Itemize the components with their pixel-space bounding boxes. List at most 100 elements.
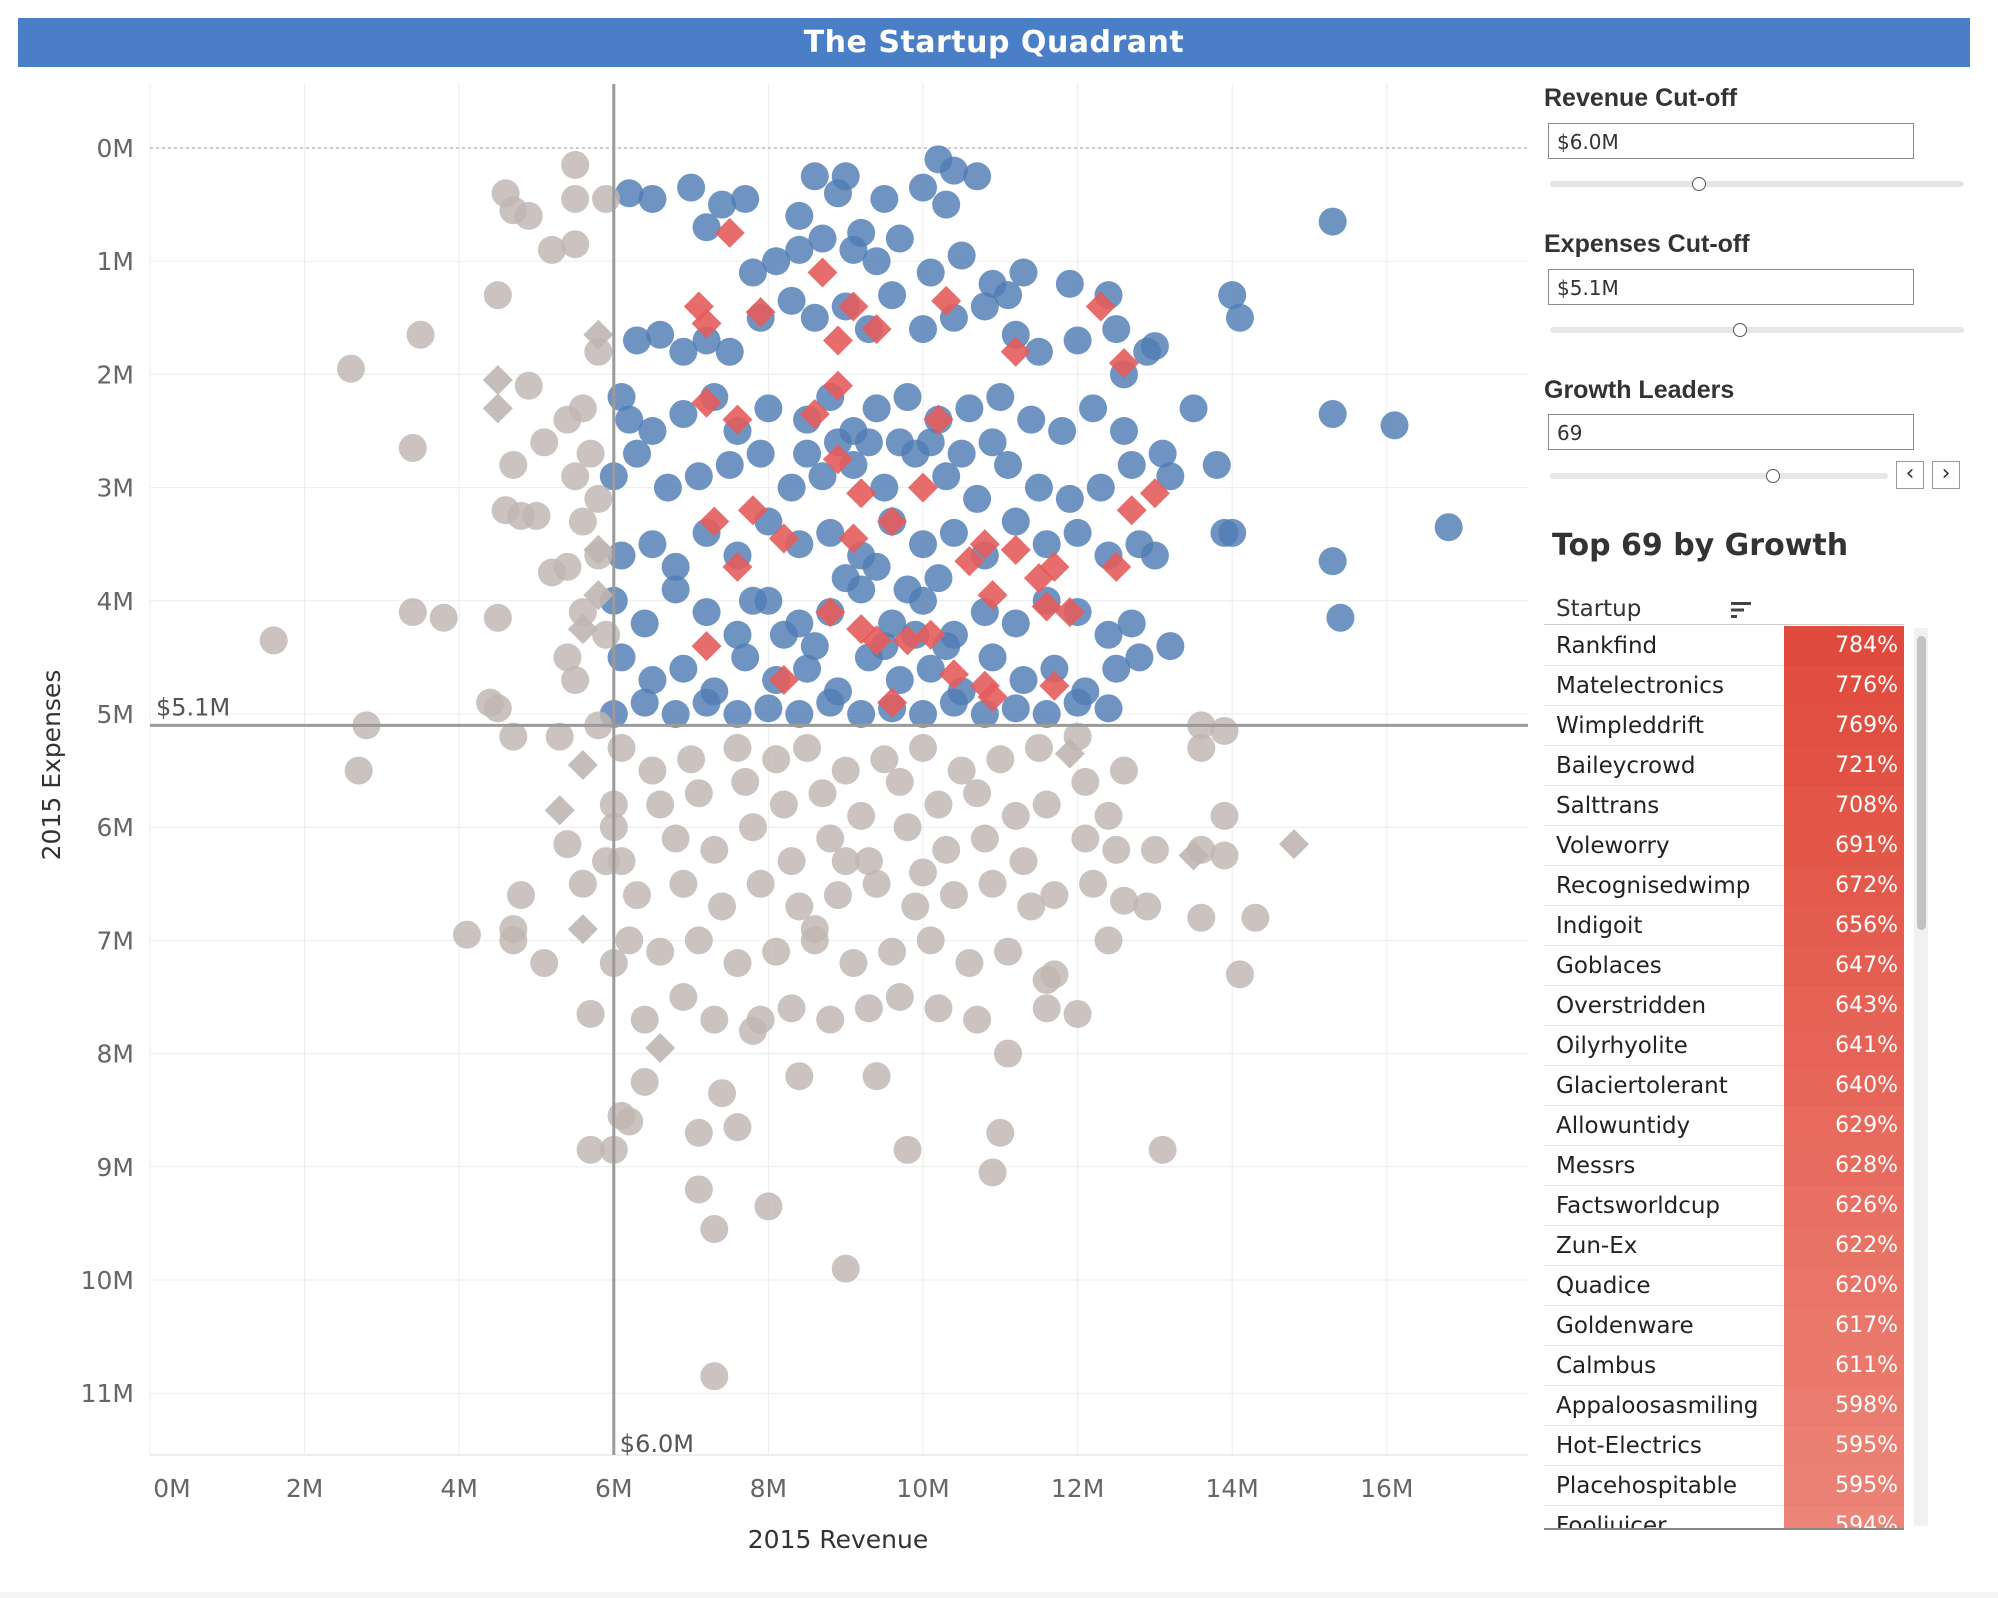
data-point[interactable] xyxy=(700,1215,729,1244)
data-point-diamond[interactable] xyxy=(583,534,614,565)
data-point[interactable] xyxy=(700,835,729,864)
data-point[interactable] xyxy=(684,1175,713,1204)
data-point[interactable] xyxy=(646,790,675,819)
data-point[interactable] xyxy=(677,173,706,202)
data-point[interactable] xyxy=(630,1005,659,1034)
data-point[interactable] xyxy=(692,688,721,717)
data-point[interactable] xyxy=(514,371,543,400)
table-row[interactable]: Rankfind 784% xyxy=(1544,626,1904,666)
data-point[interactable] xyxy=(885,666,914,695)
data-point[interactable] xyxy=(963,484,992,513)
data-point[interactable] xyxy=(893,575,922,604)
data-point[interactable] xyxy=(638,417,667,445)
data-point[interactable] xyxy=(785,201,814,230)
revenue-cutoff-input[interactable]: $6.0M xyxy=(1548,123,1914,159)
table-row[interactable]: Voleworry 691% xyxy=(1544,826,1904,866)
table-row[interactable]: Zun-Ex 622% xyxy=(1544,1226,1904,1266)
data-point[interactable] xyxy=(499,926,528,955)
data-point[interactable] xyxy=(584,337,613,366)
data-point-diamond[interactable] xyxy=(1279,829,1310,860)
data-point-diamond[interactable] xyxy=(969,529,1000,560)
data-point[interactable] xyxy=(607,643,636,672)
data-point[interactable] xyxy=(429,603,458,632)
data-point[interactable] xyxy=(1079,869,1108,898)
data-point[interactable] xyxy=(1001,801,1030,830)
data-point[interactable] xyxy=(700,1005,729,1034)
data-point[interactable] xyxy=(777,473,806,502)
data-point[interactable] xyxy=(994,281,1023,310)
data-point[interactable] xyxy=(1032,966,1061,995)
data-point[interactable] xyxy=(1156,462,1185,491)
data-point-diamond[interactable] xyxy=(822,444,853,475)
data-point[interactable] xyxy=(1241,903,1270,932)
data-point[interactable] xyxy=(909,315,937,344)
data-point[interactable] xyxy=(1109,756,1138,785)
expenses-slider-knob[interactable] xyxy=(1733,323,1748,337)
growth-slider-track[interactable] xyxy=(1550,473,1888,479)
data-point-diamond[interactable] xyxy=(838,291,869,322)
data-point[interactable] xyxy=(661,824,690,853)
data-point-diamond[interactable] xyxy=(977,682,1008,713)
data-point[interactable] xyxy=(1210,801,1239,830)
data-point[interactable] xyxy=(692,598,721,627)
data-point[interactable] xyxy=(1063,326,1092,355)
data-point-diamond[interactable] xyxy=(482,393,513,424)
data-point[interactable] xyxy=(1140,835,1169,864)
data-point[interactable] xyxy=(916,654,945,683)
data-point-diamond[interactable] xyxy=(1139,478,1170,509)
data-point-diamond[interactable] xyxy=(768,523,799,554)
growth-leaders-input[interactable]: 69 xyxy=(1548,414,1914,450)
data-point[interactable] xyxy=(561,230,590,259)
data-point[interactable] xyxy=(963,162,992,191)
data-point[interactable] xyxy=(777,994,806,1023)
data-point-diamond[interactable] xyxy=(1039,670,1070,701)
growth-slider-knob[interactable] xyxy=(1766,469,1781,483)
data-point[interactable] xyxy=(592,620,621,649)
data-point[interactable] xyxy=(1001,609,1030,638)
data-point[interactable] xyxy=(893,1135,922,1164)
data-point[interactable] xyxy=(816,1005,845,1034)
data-point[interactable] xyxy=(1156,632,1185,661)
data-point[interactable] xyxy=(1009,258,1038,287)
data-point[interactable] xyxy=(669,869,698,898)
data-point[interactable] xyxy=(978,643,1007,672)
table-row[interactable]: Fooljuicer 594% xyxy=(1544,1506,1904,1528)
data-point-diamond[interactable] xyxy=(822,325,853,356)
data-point[interactable] xyxy=(939,881,968,910)
data-point[interactable] xyxy=(336,354,365,383)
data-point[interactable] xyxy=(1024,337,1053,366)
data-point-diamond[interactable] xyxy=(691,308,722,339)
data-point-diamond[interactable] xyxy=(1054,597,1085,628)
data-point[interactable] xyxy=(1202,450,1231,479)
data-point[interactable] xyxy=(1032,530,1061,559)
data-point-diamond[interactable] xyxy=(699,506,730,537)
data-point[interactable] xyxy=(762,247,791,276)
column-header-startup[interactable]: Startup xyxy=(1556,596,1642,622)
data-point[interactable] xyxy=(1225,960,1254,989)
data-point[interactable] xyxy=(259,626,288,655)
data-point[interactable] xyxy=(522,501,551,530)
data-point[interactable] xyxy=(785,892,814,921)
data-point[interactable] xyxy=(700,1362,729,1391)
data-point[interactable] xyxy=(1210,716,1239,745)
data-point[interactable] xyxy=(615,179,644,208)
data-point-diamond[interactable] xyxy=(815,597,846,628)
data-point-diamond[interactable] xyxy=(768,665,799,696)
data-point[interactable] xyxy=(1318,547,1347,576)
data-point-diamond[interactable] xyxy=(583,580,614,611)
data-point[interactable] xyxy=(661,575,690,604)
data-point[interactable] xyxy=(1048,417,1077,445)
data-point[interactable] xyxy=(1218,518,1247,547)
data-point[interactable] xyxy=(1225,303,1254,332)
data-point[interactable] xyxy=(808,224,837,253)
data-point[interactable] xyxy=(723,620,752,649)
data-point[interactable] xyxy=(1040,881,1069,910)
data-point[interactable] xyxy=(862,1062,891,1091)
data-point[interactable] xyxy=(1032,994,1061,1023)
data-point[interactable] xyxy=(994,450,1023,479)
data-point[interactable] xyxy=(653,473,682,502)
data-point-diamond[interactable] xyxy=(1108,348,1139,379)
data-point[interactable] xyxy=(553,830,582,859)
data-point[interactable] xyxy=(878,937,907,966)
data-point[interactable] xyxy=(568,869,597,898)
